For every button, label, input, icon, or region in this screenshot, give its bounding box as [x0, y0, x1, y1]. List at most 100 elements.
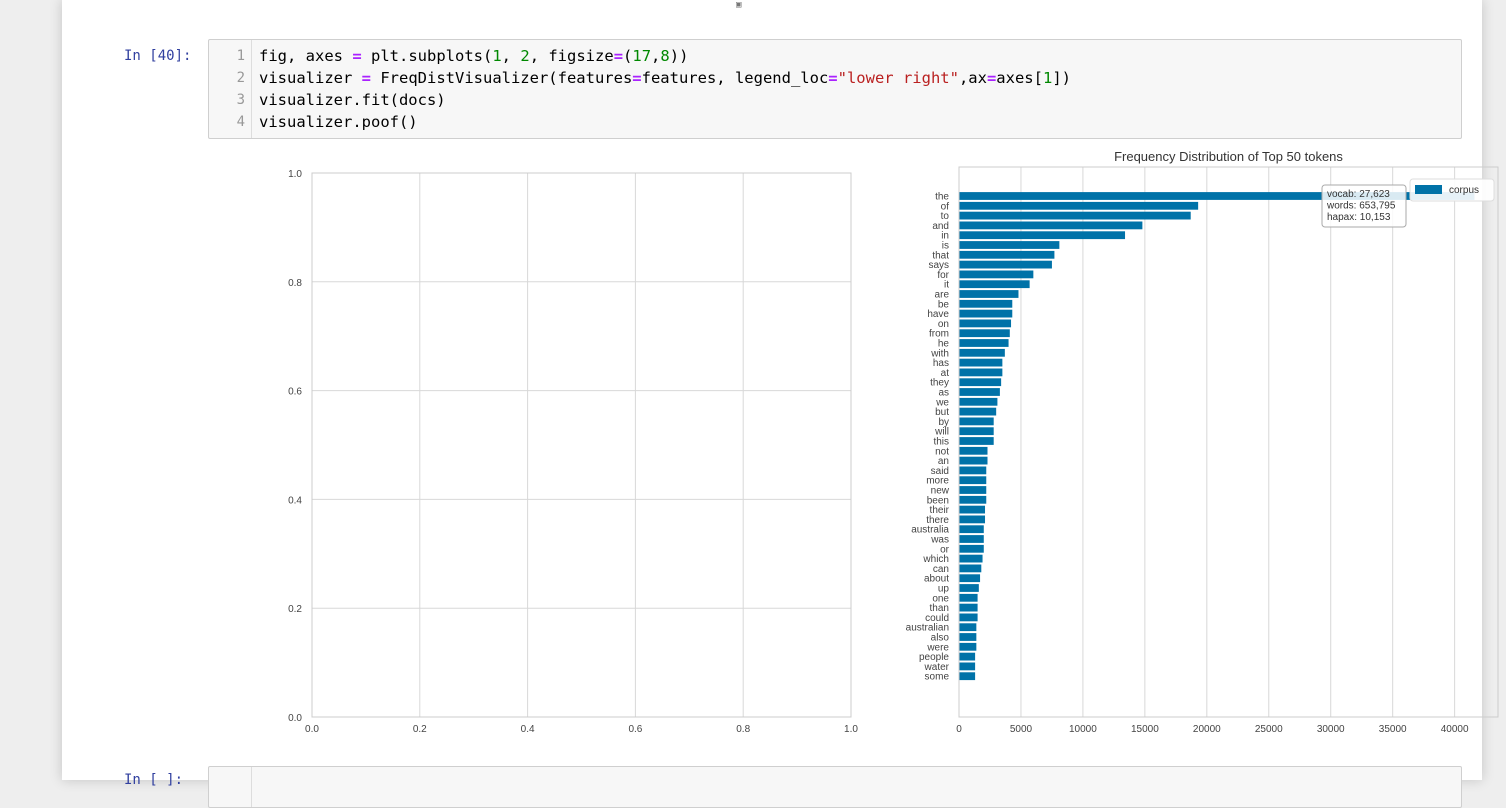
category-label: as [938, 388, 949, 399]
frequency-distribution-chart: 0 5000 10000 15000 20000 25000 30000 35000 40000… [906, 149, 1499, 735]
annotation-line: hapax: 10,153 [1327, 212, 1391, 223]
category-label: up [938, 584, 950, 595]
code-line: fig, axes = plt.subplots(1, 2, figsize=(… [259, 45, 1071, 67]
code-token: 2 [520, 47, 530, 65]
code-editor[interactable]: fig, axes = plt.subplots(1, 2, figsize=(… [259, 45, 1071, 133]
category-label: says [928, 260, 949, 271]
bar-for [959, 270, 1034, 279]
code-token: = [613, 47, 624, 65]
bar-can [959, 564, 982, 573]
category-label: in [941, 231, 949, 242]
bar-there [959, 515, 986, 524]
category-label: than [930, 603, 949, 614]
bar-australian [959, 623, 977, 632]
category-label: was [930, 535, 949, 546]
y-tick-label: 0.2 [288, 604, 302, 615]
bar-and [959, 221, 1143, 230]
bar-were [959, 642, 977, 651]
bar-from [959, 329, 1010, 338]
category-label: this [933, 437, 949, 448]
category-label: an [938, 456, 949, 467]
category-label: australian [906, 623, 949, 634]
bar-new [959, 486, 987, 494]
code-token: ]) [1052, 69, 1071, 87]
y-tick-label: 0.4 [288, 495, 302, 506]
code-token: FreqDistVisualizer(features [371, 69, 633, 87]
x-tick-label: 10000 [1069, 724, 1097, 735]
bar-their [959, 505, 986, 514]
bar-but [959, 407, 997, 416]
legend-label: corpus [1449, 185, 1479, 196]
code-token: = [632, 69, 642, 87]
bar-not [959, 446, 988, 455]
next-cell-prompt: In [ ]: [124, 772, 184, 788]
category-label: he [938, 339, 950, 350]
bar-of [959, 201, 1199, 210]
category-label: are [935, 290, 950, 301]
x-tick-label: 15000 [1131, 724, 1159, 735]
next-code-cell[interactable] [208, 766, 1462, 808]
category-label: by [938, 417, 949, 428]
annotation-box [1321, 184, 1407, 228]
category-label: their [930, 505, 950, 516]
bar-to [959, 211, 1191, 220]
bar-been [959, 495, 987, 504]
bar-we [959, 397, 998, 406]
bar-says [959, 260, 1052, 269]
line-number: 1 [236, 48, 245, 64]
bar-up [959, 584, 979, 592]
code-token: = [361, 69, 371, 87]
code-token: , [651, 47, 661, 65]
category-label: and [932, 221, 949, 232]
empty-subplot-axes: 0.0 0.2 0.4 0.6 0.8 1.0 0.0 0.2 0.4 0.6 0.8 1.0 [288, 169, 858, 735]
category-label: it [944, 280, 949, 291]
bar-the [959, 192, 1475, 200]
category-label: that [932, 250, 949, 261]
legend-swatch [1415, 185, 1442, 194]
axes-frame [958, 166, 1499, 718]
code-token: = [352, 47, 362, 65]
bar-this [959, 437, 994, 445]
bar-water [959, 662, 976, 671]
category-label: said [931, 466, 949, 477]
category-label: they [930, 378, 949, 389]
bar-he [959, 339, 1009, 347]
bar-or [959, 544, 984, 553]
x-tick-label: 40000 [1441, 724, 1469, 735]
bar-said [959, 466, 987, 475]
category-label: were [926, 642, 949, 653]
code-line: visualizer.poof() [259, 111, 1071, 133]
code-token: 1 [492, 47, 502, 65]
code-token: "lower right" [837, 69, 959, 87]
bar-was [959, 535, 984, 543]
category-label: more [926, 476, 949, 487]
category-label: at [941, 368, 950, 379]
code-token: , [501, 47, 521, 65]
annotation-line: vocab: 27,623 [1327, 189, 1390, 200]
annotation-line: words: 653,795 [1326, 201, 1396, 212]
code-cell-40[interactable]: 1 2 3 4 fig, axes = plt.subplots(1, 2, f… [208, 39, 1462, 139]
bar-with [959, 348, 1005, 357]
x-tick-label: 0 [956, 724, 962, 735]
category-label: is [942, 241, 949, 252]
code-line: visualizer = FreqDistVisualizer(features… [259, 67, 1071, 89]
x-tick-label: 0.4 [521, 724, 535, 735]
category-label: there [926, 515, 949, 526]
category-label: the [935, 192, 949, 203]
bar-that [959, 250, 1055, 259]
line-number-gutter [209, 767, 252, 807]
code-token: ,ax [958, 69, 987, 87]
category-label: also [931, 633, 950, 644]
output-figure: 0.0 0.2 0.4 0.6 0.8 1.0 0.0 0.2 0.4 0.6 0.8 1.0 0 50… [288, 149, 1499, 735]
line-number-gutter: 1 2 3 4 [209, 40, 252, 138]
axes-frame [311, 172, 852, 718]
bar-some [959, 672, 976, 681]
category-label: with [930, 348, 949, 359]
category-label: australia [911, 525, 949, 536]
bar-also [959, 633, 977, 641]
code-token: 1 [1042, 69, 1053, 87]
category-label: but [935, 407, 949, 418]
code-token: ( [623, 47, 633, 65]
category-label: be [938, 299, 950, 310]
